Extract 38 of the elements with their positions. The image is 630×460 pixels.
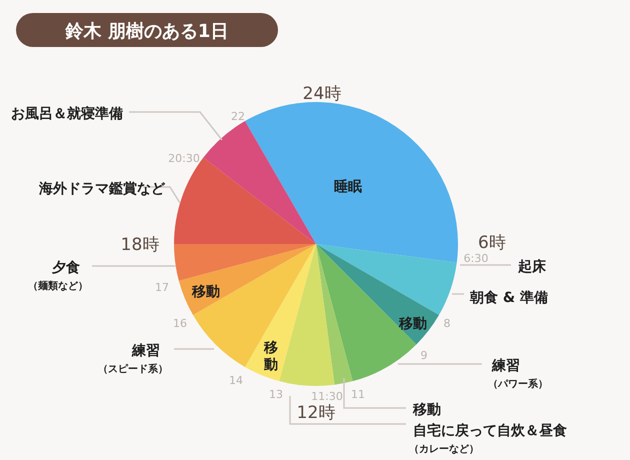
text: 11 (351, 388, 365, 401)
slice-label: 練習（スピード系） (98, 343, 168, 375)
text: 14 (229, 374, 243, 387)
slice-label: 移動 (191, 284, 220, 300)
text: 6:30 (464, 252, 488, 265)
text: 16 (173, 317, 187, 330)
text: 20:30 (168, 152, 200, 165)
pie-slice (245, 102, 458, 263)
pie-slice (178, 244, 316, 315)
text: 13 (269, 388, 283, 401)
text: 起床 (517, 258, 547, 275)
text: 6時 (478, 233, 506, 253)
slice-label: 練習（パワー系） (488, 358, 548, 390)
slice-label: 海外ドラマ鑑賞など (38, 181, 166, 197)
slice-label: 夕食（麺類など） (28, 260, 88, 292)
pie-slice (203, 121, 316, 244)
slice-label: 睡眠 (334, 179, 362, 195)
slice-label: 移動 (398, 316, 427, 332)
pie-slice (316, 244, 439, 344)
chart-title: 鈴木 朋樹のある1日 (64, 21, 228, 42)
text: 24時 (302, 84, 342, 104)
pie-slice (316, 244, 353, 385)
text: 12時 (296, 403, 336, 423)
slice-label: お風呂＆就寝準備 (11, 105, 123, 122)
text: 22 (231, 110, 245, 123)
text: 17 (155, 281, 169, 294)
pie-slice (244, 244, 316, 382)
slice-label: 移動 (412, 402, 441, 418)
pie-slice (279, 244, 335, 386)
slice-label: 自宅に戻って自炊＆昼食（カレーなど） (409, 422, 567, 455)
pie-slice (174, 244, 316, 281)
slice-label: 朝食 & 準備 (469, 290, 548, 306)
text: 11:30 (311, 390, 343, 403)
text: 18時 (120, 235, 160, 255)
pie-slice (316, 244, 457, 316)
text: 9 (420, 349, 428, 362)
text: 8 (444, 317, 450, 330)
slice-label: 移動 (263, 340, 278, 373)
